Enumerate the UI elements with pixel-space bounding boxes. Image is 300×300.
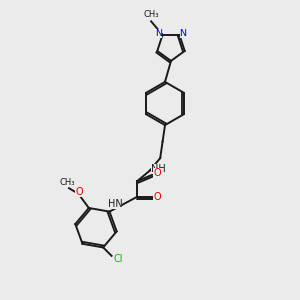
Text: Cl: Cl [113, 254, 123, 264]
Text: O: O [153, 192, 161, 202]
Text: HN: HN [107, 199, 122, 209]
Text: N: N [155, 29, 162, 38]
Text: N: N [180, 29, 187, 38]
Text: O: O [153, 168, 161, 178]
Text: CH₃: CH₃ [143, 10, 159, 19]
Text: CH₃: CH₃ [60, 178, 75, 187]
Text: NH: NH [151, 164, 166, 175]
Text: O: O [75, 187, 83, 197]
